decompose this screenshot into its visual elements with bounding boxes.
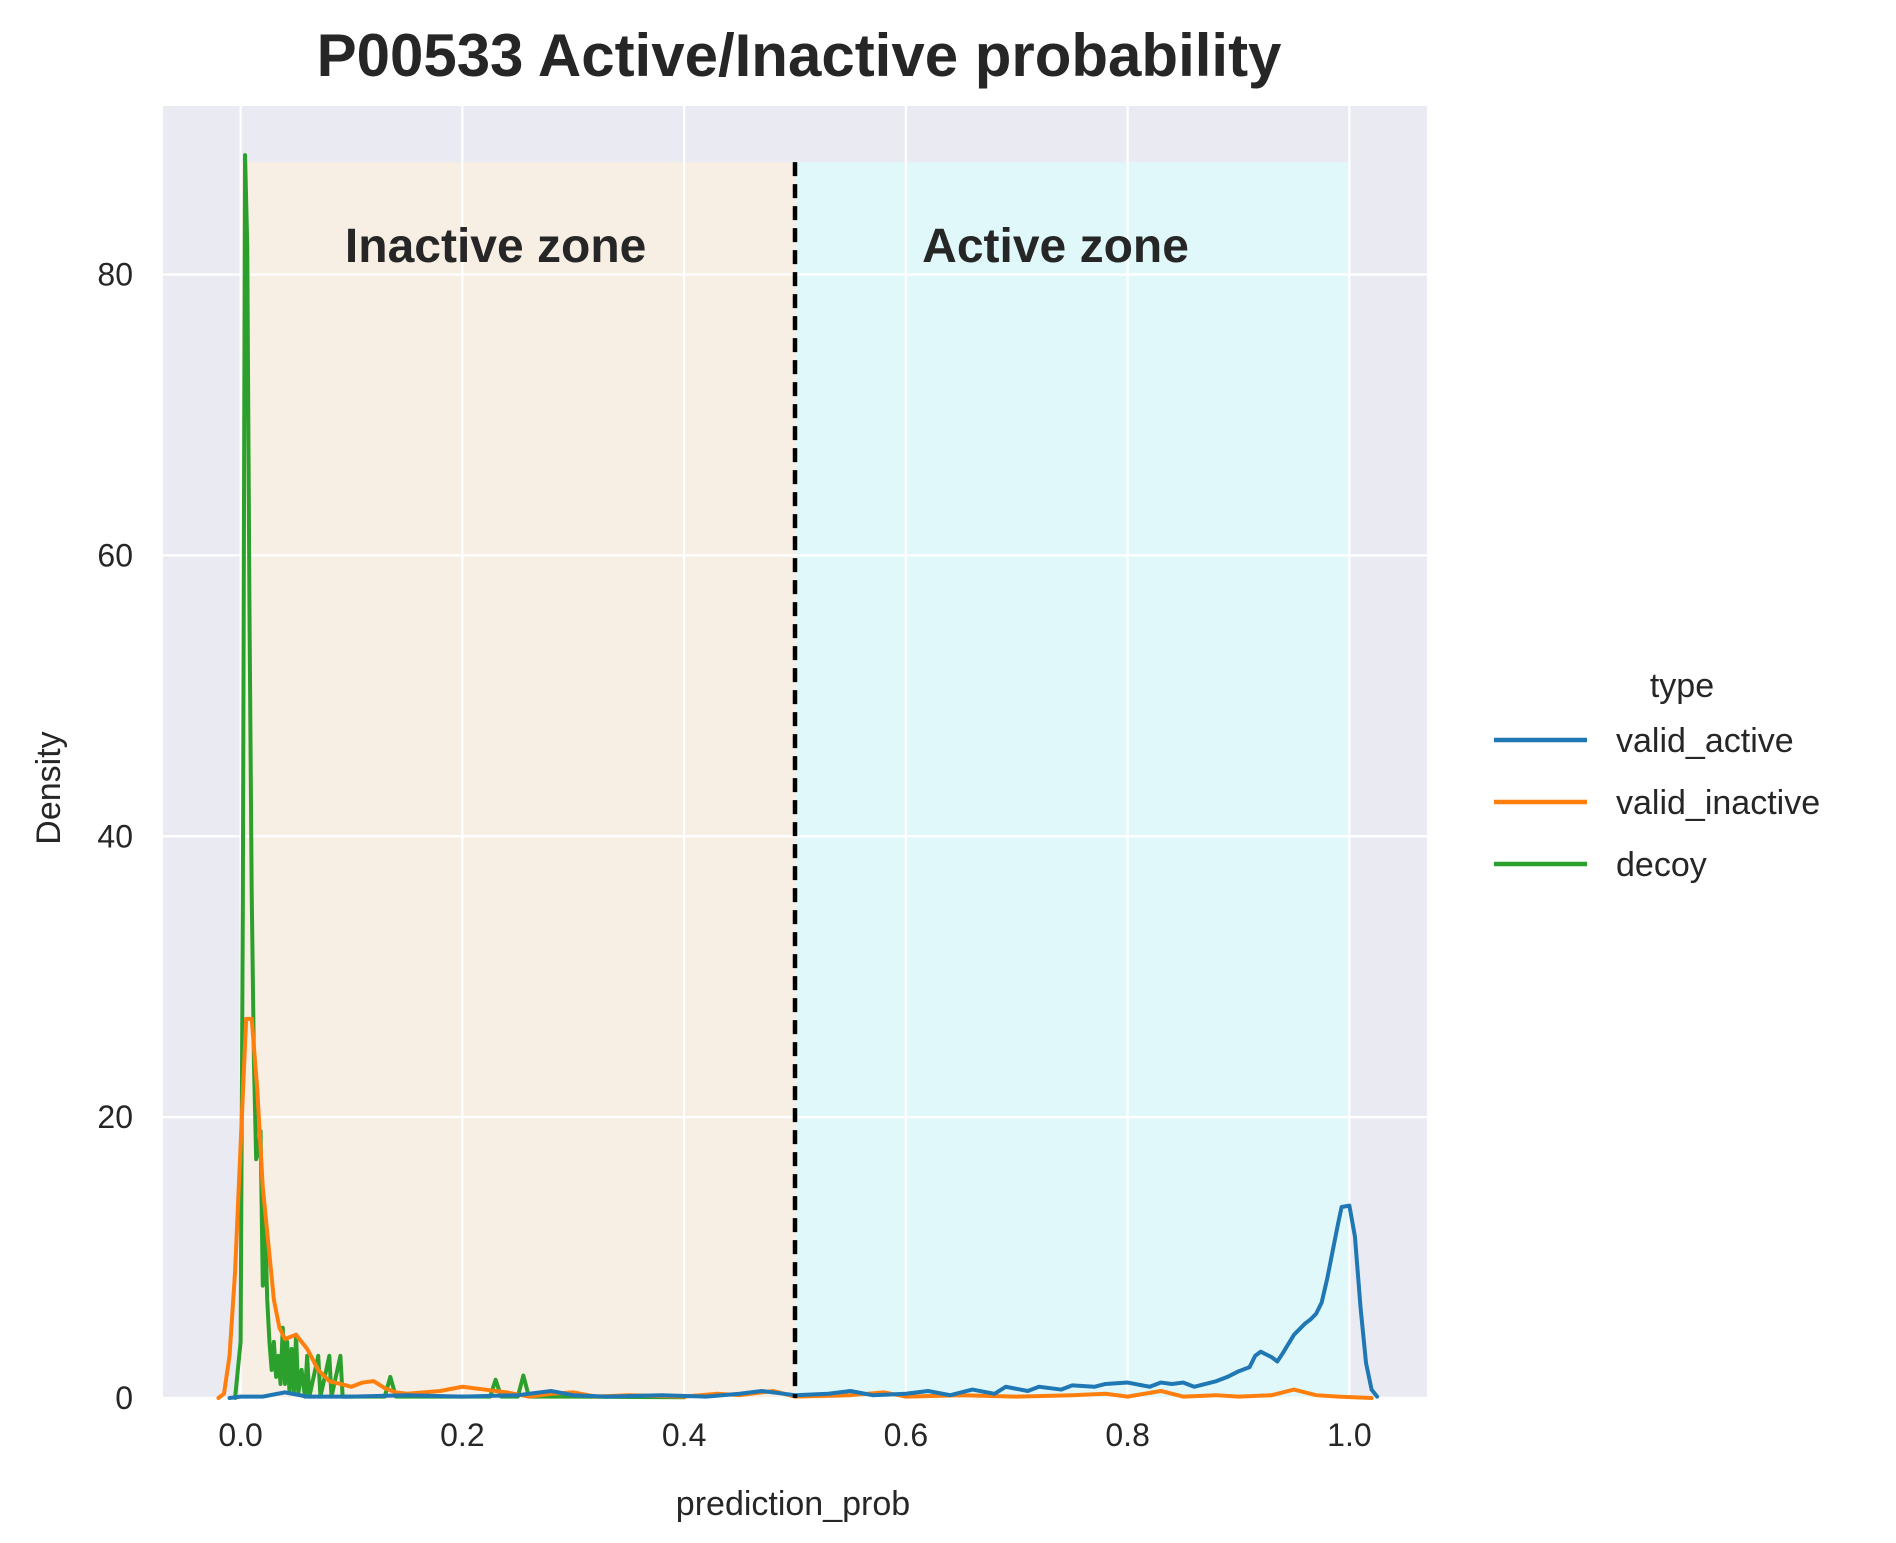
zones-layer [240, 162, 1350, 1398]
zone-active-area [795, 162, 1350, 1398]
zone-inactive-area [240, 162, 796, 1398]
legend-label-valid-inactive: valid_inactive [1616, 784, 1820, 822]
zone-labels-layer: Inactive zone Active zone [345, 220, 1189, 273]
y-tick-label: 0 [115, 1380, 133, 1416]
legend-label-valid-active: valid_active [1616, 722, 1794, 760]
x-axis: 0.0 0.2 0.4 0.6 0.8 1.0 [218, 1417, 1371, 1453]
y-axis: 0 20 40 60 80 [97, 257, 133, 1416]
y-tick-label: 20 [97, 1099, 133, 1135]
x-tick-label: 0.8 [1105, 1417, 1149, 1453]
y-tick-label: 60 [97, 537, 133, 573]
x-tick-label: 0.6 [884, 1417, 928, 1453]
x-tick-label: 0.4 [662, 1417, 706, 1453]
legend-label-decoy: decoy [1616, 846, 1707, 884]
zone-label-inactive: Inactive zone [345, 220, 646, 273]
series-line-valid-active [227, 1203, 1380, 1400]
x-tick-label: 0.2 [440, 1417, 484, 1453]
y-tick-label: 40 [97, 818, 133, 854]
x-tick-label: 1.0 [1327, 1417, 1371, 1453]
legend-title: type [1650, 667, 1714, 705]
y-axis-label: Density [30, 731, 68, 844]
series-line-valid-inactive [216, 1016, 1374, 1400]
x-tick-label: 0.0 [218, 1417, 262, 1453]
chart-title: P00533 Active/Inactive probability [317, 22, 1282, 89]
series-layer [216, 153, 1380, 1400]
x-axis-label: prediction_prob [676, 1485, 910, 1523]
zone-label-active: Active zone [922, 220, 1189, 273]
y-tick-label: 80 [97, 257, 133, 293]
